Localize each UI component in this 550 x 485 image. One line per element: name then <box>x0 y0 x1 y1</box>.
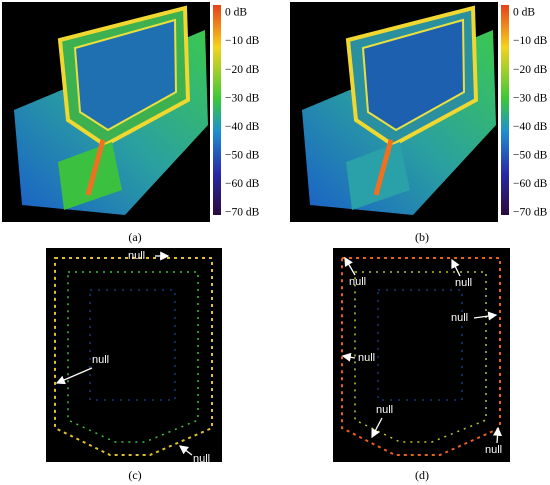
colorbar-label: −30 dB <box>225 92 260 104</box>
vector-plot-c <box>46 248 222 462</box>
vector-plot-d <box>333 248 510 462</box>
render-a <box>2 2 210 222</box>
annotation: null <box>193 453 210 465</box>
colorbar-label: −70 dB <box>513 207 548 219</box>
caption: (b) <box>415 230 429 244</box>
colorbar-label: −30 dB <box>513 92 548 104</box>
annotation: null <box>358 352 375 364</box>
colorbar-label: −20 dB <box>513 64 548 76</box>
caption: (a) <box>128 230 141 244</box>
colorbar-label: −50 dB <box>513 149 548 161</box>
caption: (d) <box>415 468 429 482</box>
colorbar-label: −20 dB <box>225 64 260 76</box>
caption: (c) <box>128 468 141 482</box>
colorbar-label: −10 dB <box>513 35 548 47</box>
colorbar-label: 0 dB <box>513 7 535 19</box>
colorbar-label: −40 dB <box>225 121 260 133</box>
annotation: null <box>376 404 393 416</box>
colorbar-label: −70 dB <box>225 207 260 219</box>
colorbar <box>501 5 509 215</box>
colorbar-label: −60 dB <box>225 178 260 190</box>
colorbar-label: −50 dB <box>225 149 260 161</box>
colorbar <box>213 5 221 215</box>
annotation: null <box>128 250 145 262</box>
annotation: null <box>455 277 472 289</box>
annotation: null <box>451 312 468 324</box>
render-b <box>290 2 498 222</box>
annotation: null <box>349 276 366 288</box>
annotation: null <box>92 354 109 366</box>
annotation: null <box>485 444 502 456</box>
colorbar-label: −10 dB <box>225 35 260 47</box>
colorbar-label: −60 dB <box>513 178 548 190</box>
colorbar-label: −40 dB <box>513 121 548 133</box>
colorbar-label: 0 dB <box>225 7 247 19</box>
